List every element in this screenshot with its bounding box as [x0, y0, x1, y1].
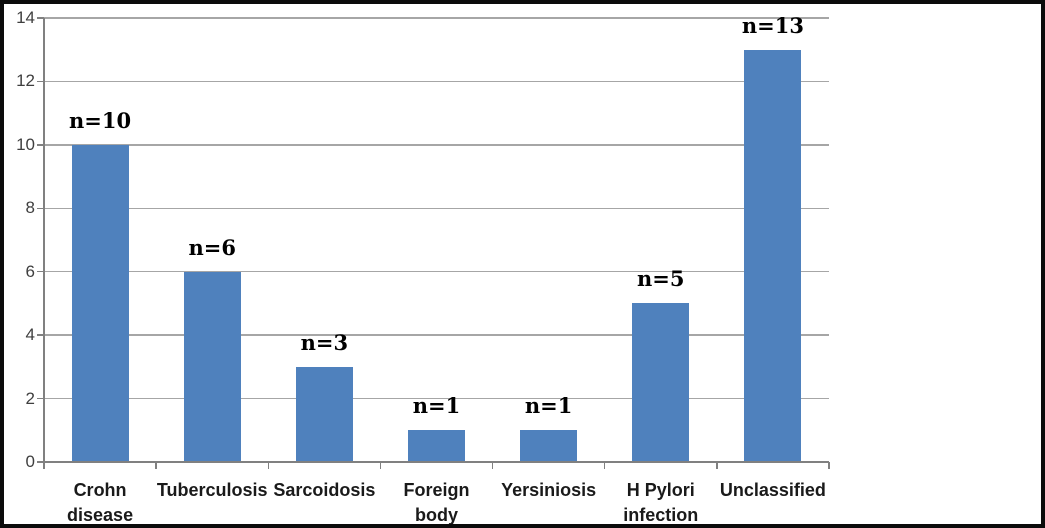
x-axis-tick — [491, 462, 494, 469]
category-label: Sarcoidosis — [273, 480, 376, 500]
gridline — [44, 334, 829, 336]
category-label: Tuberculosis — [156, 480, 268, 500]
bar-yersiniosis — [520, 430, 578, 461]
bar-unclassified — [744, 49, 802, 461]
bar-tuberculosis — [183, 271, 241, 461]
y-axis-tick — [37, 397, 44, 400]
bar-sarcoidosis — [295, 366, 353, 461]
y-tick-label: 0 — [25, 452, 35, 471]
bar-value-label: n=6 — [188, 234, 236, 260]
y-tick-label: 2 — [25, 388, 35, 408]
y-axis-tick — [37, 461, 44, 463]
y-tick-label: 14 — [16, 8, 35, 27]
category-label: Unclassified — [719, 480, 826, 500]
x-axis-tick — [603, 462, 606, 469]
gridline — [44, 397, 829, 400]
x-axis-tick — [716, 462, 718, 469]
category-label: Crohn disease — [67, 480, 134, 525]
y-tick-label: 4 — [25, 325, 35, 345]
bar-value-label: n=3 — [300, 329, 349, 355]
x-axis-tick — [155, 462, 157, 469]
bar-value-label: n=13 — [741, 12, 804, 38]
bar-value-label: n=1 — [524, 393, 573, 419]
gridline — [44, 207, 829, 210]
y-tick-label: 8 — [25, 198, 35, 218]
y-axis-tick — [37, 270, 44, 273]
x-axis-tick — [828, 462, 830, 469]
bar-value-label: n=10 — [69, 107, 132, 133]
y-axis-tick — [37, 17, 44, 19]
category-label: Yersiniosis — [501, 480, 597, 500]
gridline — [44, 17, 829, 19]
category-label: H Pylori infection — [623, 480, 699, 525]
y-tick-label: 12 — [16, 71, 35, 91]
y-axis-tick — [37, 334, 44, 336]
bar-foreign-body — [408, 430, 465, 461]
bar-h-pylori-infection — [632, 303, 690, 461]
gridline — [44, 144, 829, 146]
plot-area: 0 2 4 6 8 10 12 14 n=10 Crohn disease n=6 Tuberculo… — [4, 4, 1041, 524]
y-axis-tick — [37, 80, 44, 83]
x-axis-tick — [267, 462, 270, 469]
y-tick-label: 6 — [25, 261, 35, 281]
gridline — [44, 270, 829, 273]
y-axis-tick — [37, 207, 44, 210]
bar-crohn-disease — [71, 144, 129, 461]
y-tick-label: 10 — [16, 134, 35, 154]
bar-value-label: n=1 — [412, 393, 461, 419]
category-label: Foreign body — [403, 480, 470, 525]
y-axis-tick — [37, 144, 44, 146]
bar-value-label: n=5 — [637, 266, 685, 292]
gridline — [44, 80, 829, 83]
y-axis-line — [43, 18, 45, 469]
x-axis-line — [44, 461, 829, 463]
x-axis-tick — [379, 462, 382, 469]
